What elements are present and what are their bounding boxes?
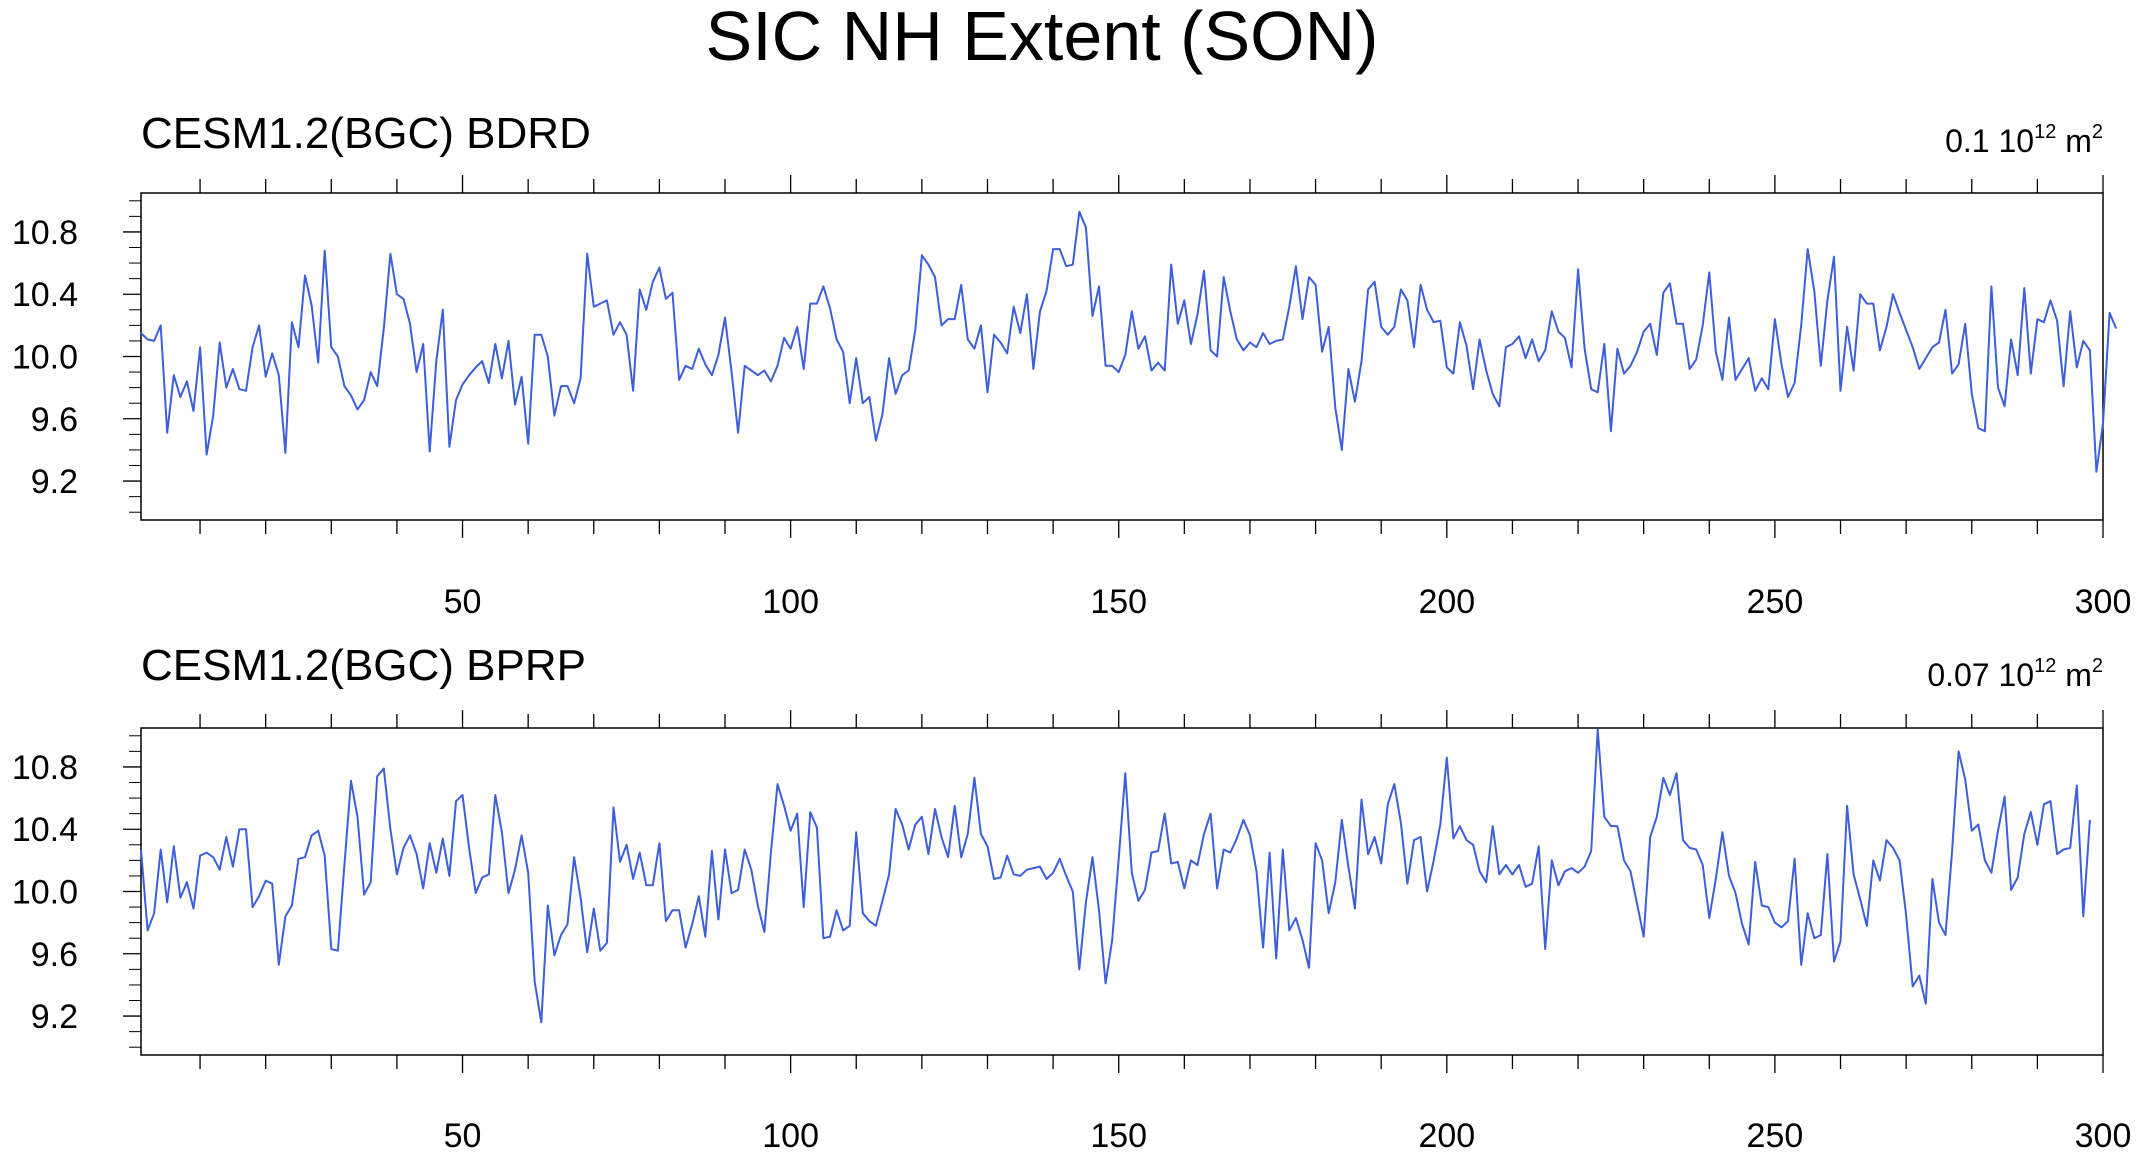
panel-bprp: CESM1.2(BGC) BPRP 0.07 1012 m2 50 100 150 200… <box>12 641 2132 1155</box>
panel-bdrd: CESM1.2(BGC) BDRD 0.1 1012 m2 50 100 150 200 2… <box>12 109 2132 621</box>
plot-frame <box>140 192 2104 521</box>
x-tick-label: 250 <box>1747 583 1804 621</box>
plot-frame <box>140 727 2104 1056</box>
y-tick-label: 9.2 <box>31 998 78 1036</box>
panel-title: CESM1.2(BGC) BPRP <box>141 641 586 690</box>
chart-main-title: SIC NH Extent (SON) <box>706 0 1379 75</box>
y-tick-label: 10.8 <box>12 749 78 787</box>
y-tick-label: 9.6 <box>31 401 78 439</box>
x-tick-label: 250 <box>1747 1117 1804 1155</box>
x-tick-label: 100 <box>762 583 819 621</box>
panel-title: CESM1.2(BGC) BDRD <box>141 109 591 158</box>
y-tick-label: 9.2 <box>31 463 78 501</box>
units-annotation: 0.1 1012 m2 <box>1945 121 2103 159</box>
x-tick-label: 100 <box>762 1117 819 1155</box>
y-tick-label: 10.4 <box>12 811 78 849</box>
y-tick-label: 10.0 <box>12 874 78 912</box>
x-tick-label: 150 <box>1090 583 1147 621</box>
y-tick-label: 10.0 <box>12 339 78 377</box>
x-tick-label: 50 <box>444 1117 482 1155</box>
units-annotation: 0.07 1012 m2 <box>1927 655 2103 693</box>
y-tick-label: 10.4 <box>12 276 78 314</box>
series-line <box>140 728 2091 1024</box>
series-line <box>140 210 2118 473</box>
x-tick-label: 50 <box>444 583 482 621</box>
x-tick-label: 200 <box>1418 583 1475 621</box>
y-tick-label: 9.6 <box>31 936 78 974</box>
x-tick-label: 300 <box>2075 583 2132 621</box>
x-tick-label: 300 <box>2075 1117 2132 1155</box>
x-tick-label: 150 <box>1090 1117 1147 1155</box>
x-tick-label: 200 <box>1418 1117 1475 1155</box>
y-tick-label: 10.8 <box>12 214 78 252</box>
